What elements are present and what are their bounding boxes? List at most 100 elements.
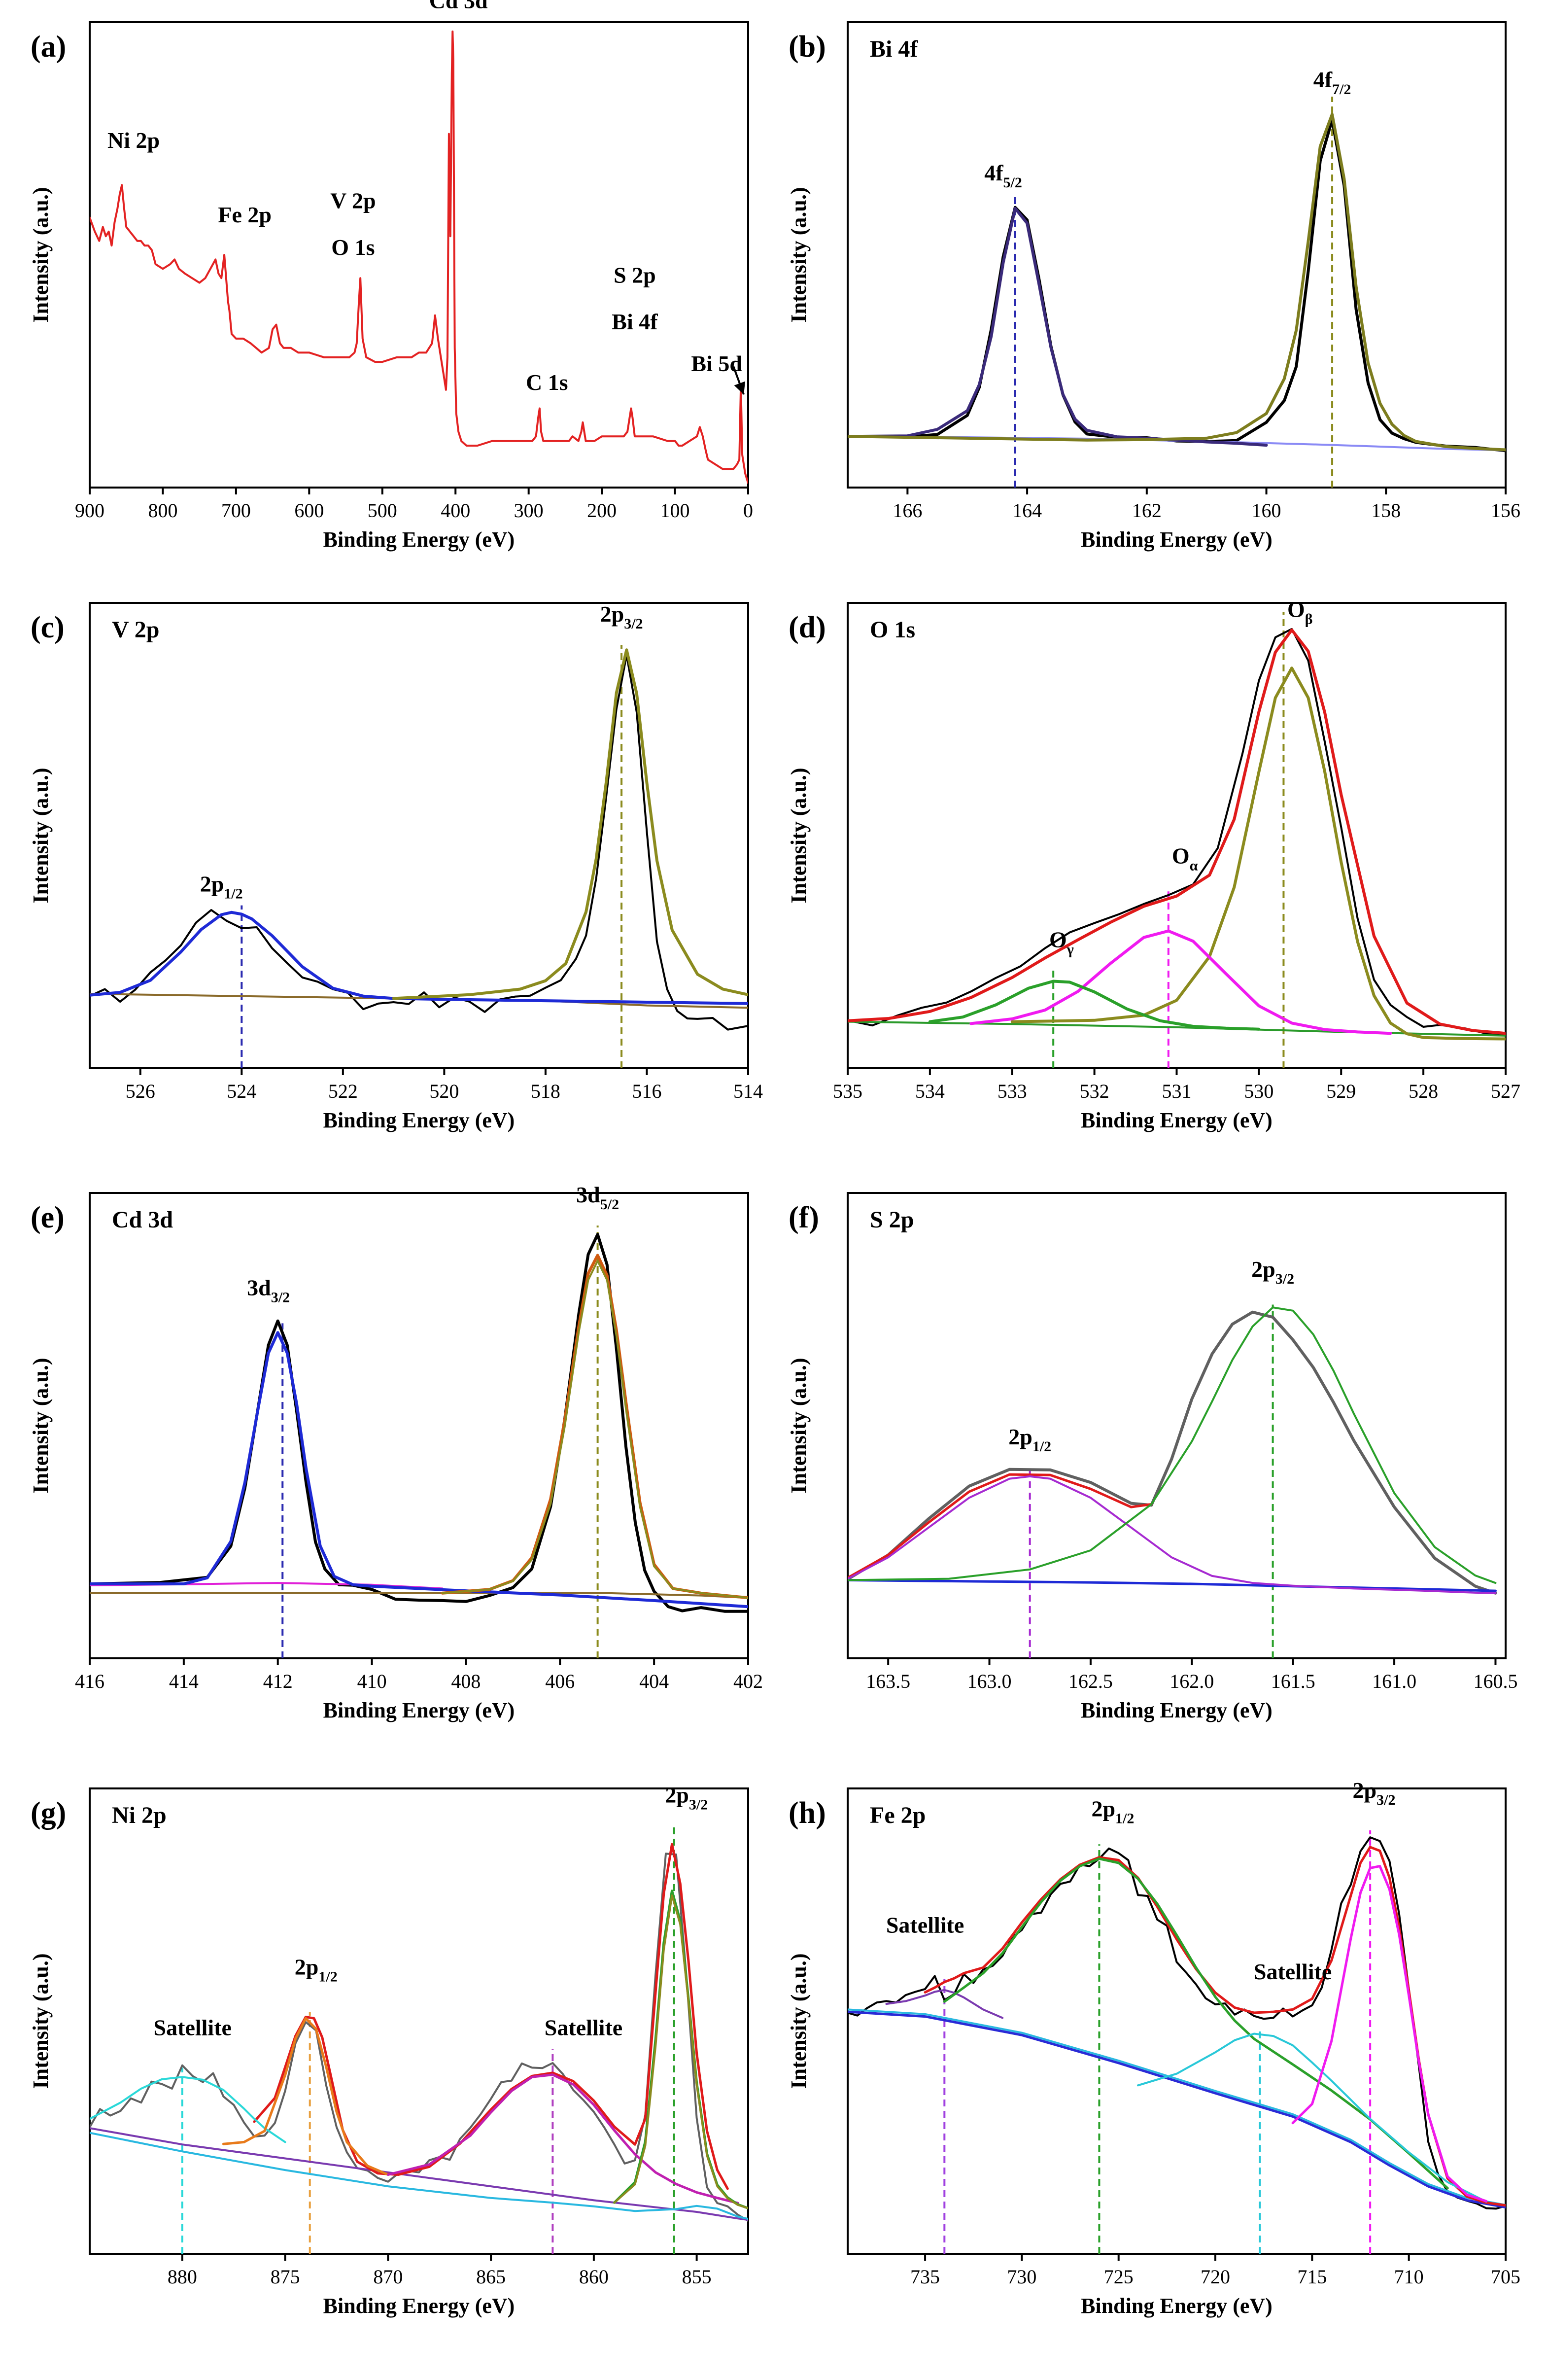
- y-axis-label: Intensity (a.u.): [787, 1953, 811, 2089]
- plot-frame: [847, 1787, 1507, 2255]
- peak-label: Ni 2p: [107, 128, 160, 153]
- peak-label-subscript: 3/2: [1376, 1792, 1395, 1808]
- peak-label: Fe 2p: [218, 202, 272, 227]
- series-baseline-cyan: [90, 2132, 748, 2220]
- peak-label-subscript: 3/2: [624, 616, 643, 632]
- panel-title: Ni 2p: [112, 1802, 167, 1828]
- x-tick-label: 533: [998, 1080, 1027, 1102]
- peak-label: Oγ: [1049, 927, 1074, 958]
- series-fit-4f5/2: [848, 207, 1268, 447]
- peak-label: C 1s: [526, 370, 568, 395]
- peak-label: 2p3/2: [1353, 1778, 1396, 1808]
- plot-frame: [847, 1192, 1507, 1659]
- peak-label-text: 2p: [1008, 1424, 1032, 1449]
- series-raw: [848, 1310, 1497, 1595]
- peak-label: 2p3/2: [665, 1782, 708, 1813]
- panel-c: 526 524 522 520 518 516 514 Binding Energy (eV)…: [29, 601, 763, 1132]
- arrow-head: [734, 381, 746, 395]
- peak-label-text: S 2p: [614, 263, 656, 288]
- peak-label-subscript: β: [1305, 611, 1313, 627]
- x-tick-label: 880: [168, 2266, 197, 2288]
- peak-label-text: 2p: [295, 1955, 319, 1980]
- plot-frame: [89, 602, 749, 1069]
- peak-label: 2p1/2: [295, 1955, 338, 1985]
- x-tick-label: 800: [148, 499, 177, 522]
- series-baseline-cyan: [848, 2008, 1506, 2206]
- panel-label: (g): [31, 1796, 66, 1830]
- panel-a: 900 800 700 600 500 400 300 200 100 0 Binding Ener…: [29, 0, 753, 552]
- series-background: [848, 1020, 1506, 1037]
- series-fit-3d5/2: [441, 1254, 748, 1600]
- x-tick-label: 161.5: [1271, 1670, 1315, 1692]
- x-tick-label: 529: [1326, 1080, 1356, 1102]
- y-axis-label: Intensity (a.u.): [787, 187, 811, 322]
- x-tick-label: 520: [429, 1080, 459, 1102]
- peak-label: Satellite: [545, 2015, 622, 2040]
- series-fit-Og: [928, 980, 1261, 1031]
- x-tick-label: 730: [1007, 2266, 1036, 2288]
- x-tick-label: 416: [75, 1670, 104, 1692]
- panel-title: Bi 4f: [870, 36, 918, 62]
- peak-label: 4f7/2: [1313, 67, 1351, 98]
- x-tick-label: 408: [451, 1670, 481, 1692]
- peak-label-subscript: 1/2: [1115, 1811, 1134, 1827]
- series-fit-4f7/2: [848, 112, 1506, 452]
- series-background: [848, 2010, 1506, 2209]
- peak-label: 2p3/2: [600, 601, 643, 632]
- plot-frame: [89, 1787, 749, 2255]
- peak-label: 2p1/2: [1008, 1424, 1051, 1455]
- x-tick-label: 865: [476, 2266, 506, 2288]
- x-axis-label: Binding Energy (eV): [1081, 1108, 1273, 1132]
- peak-label: S 2p: [614, 263, 656, 288]
- peak-label: 4f5/2: [984, 160, 1022, 191]
- series-fit-2p3/2: [392, 648, 748, 1000]
- panel-h: 735 730 725 720 715 710 705 Binding Energy (eV)…: [787, 1778, 1520, 2318]
- series-fit-Oa: [969, 929, 1392, 1035]
- x-tick-label: 710: [1394, 2266, 1424, 2288]
- peak-label-text: Satellite: [886, 1913, 964, 1938]
- peak-label: Bi 5d: [691, 351, 742, 376]
- y-axis-label: Intensity (a.u.): [29, 768, 53, 903]
- series-background: [848, 1578, 1497, 1592]
- series-envelope: [848, 628, 1506, 1035]
- x-tick-label: 530: [1244, 1080, 1273, 1102]
- series-fit-2p3/2: [1291, 1865, 1488, 2203]
- peak-label-text: Bi 4f: [612, 309, 658, 334]
- peak-label: 3d5/2: [576, 1182, 619, 1213]
- x-tick-label: 855: [682, 2266, 712, 2288]
- peak-label: V 2p: [330, 188, 376, 213]
- x-tick-label: 534: [915, 1080, 945, 1102]
- x-tick-label: 160.5: [1473, 1670, 1517, 1692]
- panel-title: S 2p: [870, 1207, 914, 1233]
- x-tick-label: 705: [1491, 2266, 1520, 2288]
- series-raw: [90, 1233, 748, 1613]
- peak-label: Oα: [1172, 843, 1198, 874]
- series-fit-satellite-2p3/2: [1137, 2032, 1487, 2203]
- peak-label-subscript: 1/2: [224, 885, 242, 902]
- x-tick-label: 526: [126, 1080, 155, 1102]
- x-tick-label: 162.0: [1170, 1670, 1214, 1692]
- peak-label: 3d3/2: [247, 1275, 290, 1306]
- peak-label-text: O: [1172, 843, 1190, 869]
- x-tick-label: 720: [1201, 2266, 1230, 2288]
- series-envelope: [924, 1846, 1506, 2207]
- panel-d: 535 534 533 532 531 530 529 528 527 Binding Energ…: [787, 596, 1520, 1132]
- peak-label-text: 2p: [600, 601, 624, 627]
- panel-label: (e): [31, 1201, 65, 1234]
- peak-label-text: 2p: [200, 871, 224, 896]
- x-tick-label: 518: [531, 1080, 560, 1102]
- x-tick-label: 0: [743, 499, 753, 522]
- panel-label: (f): [789, 1201, 819, 1234]
- panel-f: 163.5 163.0 162.5 162.0 161.5 161.0 160.5 Bindi…: [787, 1192, 1517, 1722]
- peak-label-text: Satellite: [154, 2015, 232, 2040]
- series-fit-2p3/2-olive: [613, 1894, 748, 2209]
- x-tick-label: 163.5: [866, 1670, 910, 1692]
- panel-title: Cd 3d: [112, 1207, 173, 1233]
- x-tick-label: 516: [632, 1080, 661, 1102]
- x-tick-label: 156: [1491, 499, 1520, 522]
- peak-label-text: Bi 5d: [691, 351, 742, 376]
- series-fit-Ob: [1010, 666, 1506, 1041]
- x-tick-label: 500: [368, 499, 397, 522]
- peak-label-subscript: α: [1190, 858, 1198, 874]
